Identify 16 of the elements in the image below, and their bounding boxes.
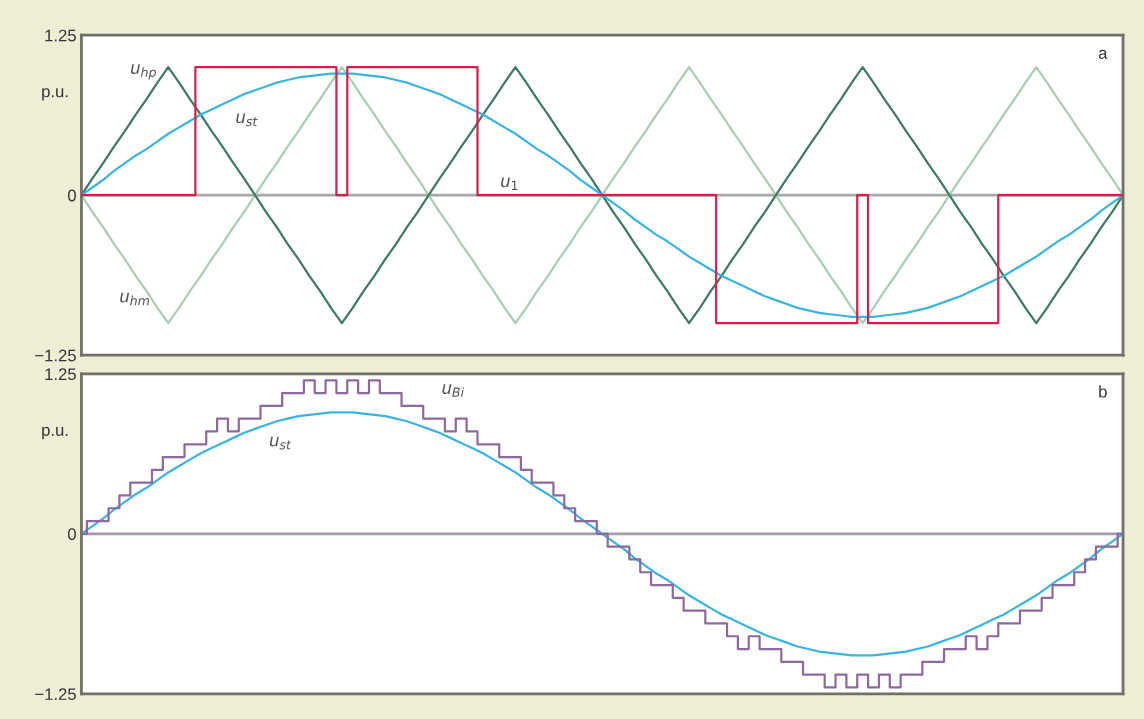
- series-label: u$_{1}$: [501, 177, 518, 191]
- annotation: b: [1099, 385, 1107, 398]
- series-label: u$_{st}$: [269, 436, 292, 450]
- series-label: u$_{hm}$: [120, 292, 150, 306]
- series-label: u$_{Bi}$: [442, 384, 465, 397]
- y-tick-label: 1.25: [45, 29, 76, 42]
- y-tick-label: 0: [67, 189, 76, 202]
- y-tick-label: 1.25: [45, 368, 76, 381]
- y-axis-title: p.u.: [42, 88, 68, 101]
- series-label: u$_{st}$: [236, 113, 258, 127]
- y-tick-label: 0: [67, 528, 76, 541]
- y-tick-label: −1.25: [35, 688, 76, 701]
- annotation: a: [1098, 49, 1108, 59]
- series-label: u$_{hp}$: [131, 64, 156, 80]
- y-axis-title: p.u.: [42, 426, 68, 440]
- y-tick-label: −1.25: [35, 349, 76, 362]
